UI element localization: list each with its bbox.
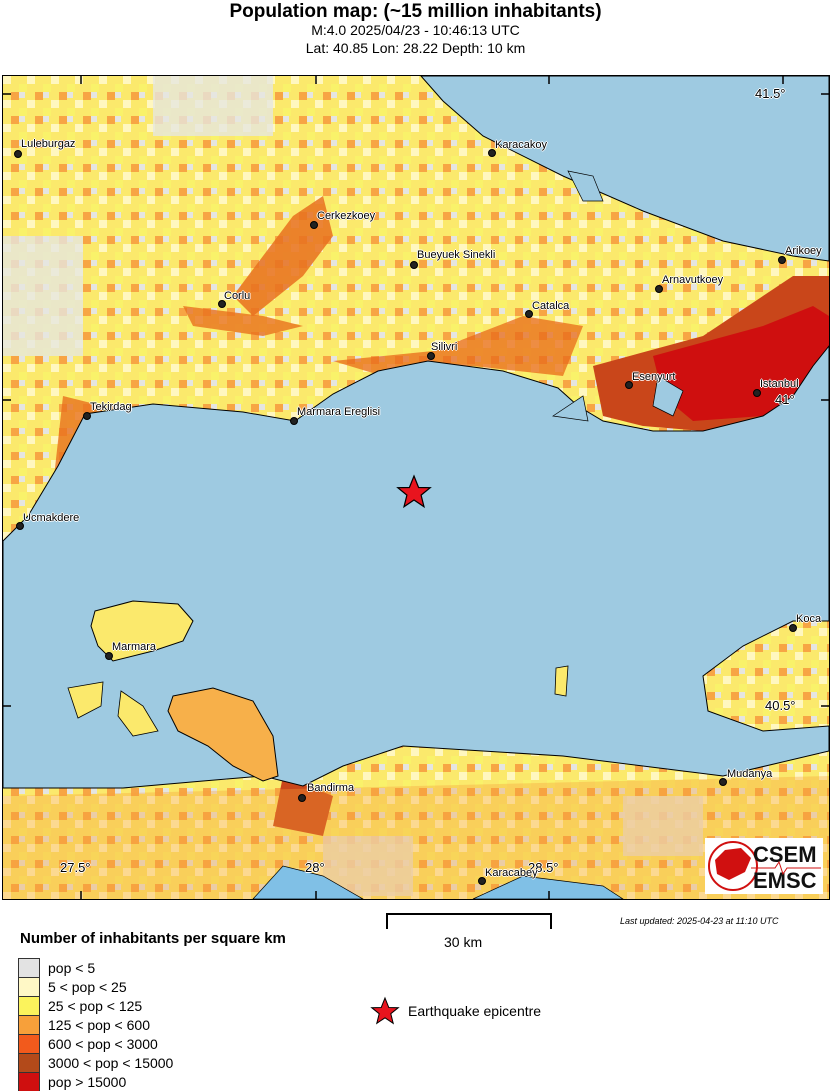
marmara-island [90,600,194,662]
lon-tick-27-5: 27.5° [60,860,91,875]
csem-emsc-logo: CSEM EMSC [705,838,823,894]
legend-item: pop > 15000 [18,1071,126,1091]
lat-tick-41: 41° [775,392,795,407]
location-info: Lat: 40.85 Lon: 28.22 Depth: 10 km [305,40,526,56]
legend-item: 3000 < pop < 15000 [18,1052,173,1073]
legend-swatch [18,957,40,978]
scale-bar [386,913,552,929]
lon-tick-28: 28° [305,860,325,875]
epicentre-label: Earthquake epicentre [408,1003,542,1019]
red-star-icon[interactable] [396,474,432,509]
sea-of-marmara [3,345,829,789]
epicentre-legend: Earthquake epicentre [370,996,541,1026]
legend-item: 600 < pop < 3000 [18,1033,158,1054]
scale-label: 30 km [444,934,483,950]
map-canvas [3,76,829,899]
svg-text:EMSC: EMSC [753,868,817,893]
legend-swatch [18,1071,40,1091]
lat-tick-40-5: 40.5° [765,698,796,713]
kapidag-peninsula [167,687,279,782]
graticule-ticks [3,76,829,899]
lon-tick-28-5: 28.5° [528,860,559,875]
legend-swatch [18,995,40,1016]
legend-swatch [18,976,40,997]
black-sea [420,76,829,262]
map-title: Population map: (~15 million inhabitants… [229,1,602,22]
logo-graphic: CSEM EMSC [708,841,821,893]
legend-swatch [18,1014,40,1035]
population-map[interactable]: 41.5° 41° 40.5° 27.5° 28° 28.5° Luleburg… [2,75,830,900]
event-info: M:4.0 2025/04/23 - 10:46:13 UTC [311,22,520,38]
legend-swatch [18,1033,40,1054]
legend-item: 25 < pop < 125 [18,995,142,1016]
legend-title: Number of inhabitants per square km [20,930,286,947]
svg-text:CSEM: CSEM [753,842,817,867]
red-star-icon [370,996,400,1025]
legend-item: pop < 5 [18,957,95,978]
legend-item: 5 < pop < 25 [18,976,127,997]
legend-item: 125 < pop < 600 [18,1014,150,1035]
lat-tick-41-5: 41.5° [755,86,786,101]
legend-swatch [18,1052,40,1073]
last-updated: Last updated: 2025-04-23 at 11:10 UTC [620,916,779,926]
